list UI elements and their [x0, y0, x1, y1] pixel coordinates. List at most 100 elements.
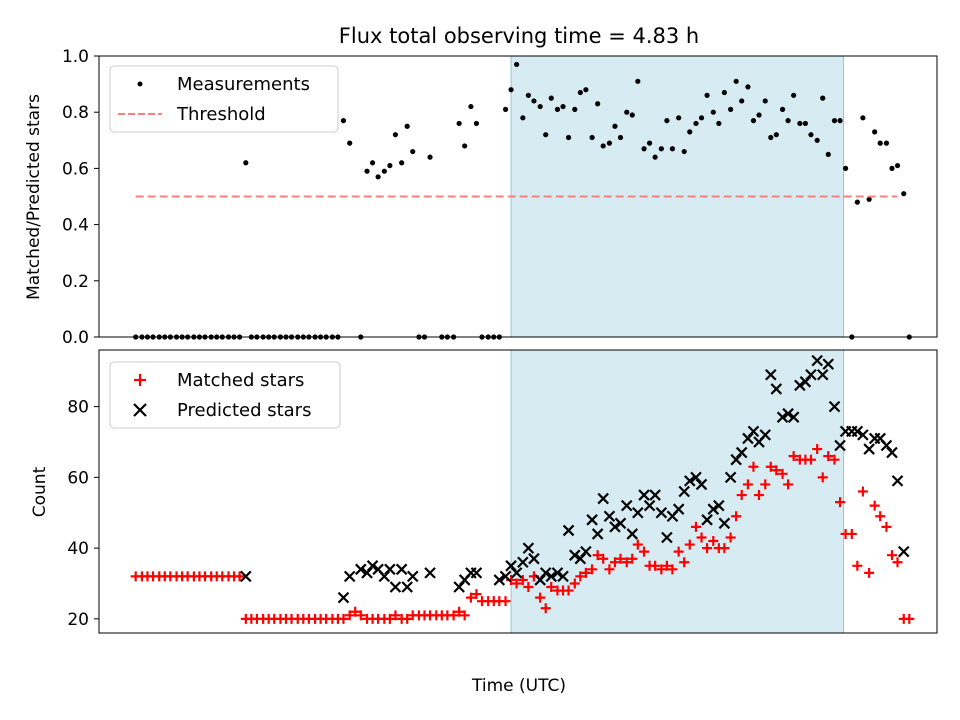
predicted-stars-point — [355, 563, 367, 576]
predicted-stars-point — [499, 570, 512, 583]
measurement-point — [410, 148, 416, 155]
measurement-point — [525, 92, 531, 98]
legend-predicted-marker — [133, 403, 147, 417]
predicted-stars-point — [828, 400, 841, 413]
measurement-point — [664, 118, 670, 124]
matched-stars-point — [771, 465, 782, 476]
matched-stars-point — [667, 564, 678, 575]
legend-predicted-label: Predicted stars — [177, 400, 311, 421]
measurement-point — [733, 78, 739, 84]
matched-stars-point — [569, 578, 580, 589]
measurement-point — [502, 106, 509, 112]
matched-stars-point — [748, 461, 759, 472]
measurement-point — [473, 120, 480, 127]
predicted-stars-point — [782, 407, 794, 420]
measurement-point — [842, 165, 849, 171]
measurement-point — [831, 118, 838, 124]
matched-stars-point — [511, 578, 522, 589]
predicted-stars-point — [569, 549, 581, 561]
matched-stars-point — [904, 613, 915, 624]
matched-stars-point — [350, 606, 361, 617]
measurement-point — [889, 165, 895, 171]
measurement-point — [802, 120, 809, 127]
measurement-point — [548, 95, 554, 101]
measurement-point — [392, 132, 399, 138]
ratio-axes-frame — [98, 55, 938, 338]
matched-stars-point — [471, 589, 482, 600]
matched-stars-point — [783, 479, 794, 490]
matched-stars-point — [684, 539, 695, 550]
predicted-stars-point — [678, 485, 690, 498]
measurement-point — [894, 162, 901, 169]
matched-stars-point — [355, 610, 366, 621]
matched-stars-point — [604, 564, 615, 575]
matched-stars-point — [523, 582, 534, 593]
measurement-point — [572, 106, 578, 112]
measurement-point — [375, 174, 381, 180]
count-y-axis-label: Count — [30, 466, 50, 517]
matched-stars-point — [817, 472, 828, 483]
measurement-point — [404, 123, 410, 129]
matched-stars-point — [731, 511, 742, 522]
y-tick-label: 0.0 — [62, 328, 89, 348]
predicted-stars-point — [562, 524, 575, 537]
x-axis-label: Time (UTC) — [471, 676, 566, 696]
matched-stars-point — [702, 543, 713, 554]
measurement-point — [728, 106, 734, 112]
measurement-point — [537, 103, 543, 110]
y-tick-label: 40 — [67, 539, 89, 559]
predicted-stars-point — [240, 570, 252, 583]
measurement-point — [658, 146, 664, 152]
ratio-y-axis-label: Matched/Predicted stars — [24, 94, 44, 300]
predicted-stars-point — [366, 560, 379, 572]
predicted-stars-point — [695, 478, 708, 491]
predicted-stars-point — [406, 570, 419, 583]
predicted-stars-point — [735, 446, 748, 459]
measurement-point — [716, 120, 722, 127]
matched-stars-point — [875, 511, 886, 522]
measurement-point — [762, 98, 768, 104]
matched-stars-point — [805, 454, 816, 465]
predicted-stars-point — [539, 567, 552, 579]
predicted-stars-point — [557, 570, 569, 583]
predicted-stars-point — [649, 489, 661, 501]
matched-stars-point — [857, 486, 868, 497]
measurement-point — [872, 129, 878, 135]
matched-stars-point — [736, 490, 747, 501]
matched-stars-point — [465, 592, 476, 603]
predicted-stars-point — [857, 429, 869, 441]
predicted-stars-point — [707, 503, 720, 515]
measurement-point — [565, 134, 572, 141]
measurement-point — [883, 140, 890, 146]
measurement-point — [399, 160, 405, 166]
matched-stars-point — [708, 536, 719, 547]
matched-stars-point — [234, 571, 245, 582]
measurement-point — [721, 89, 727, 96]
matched-stars-point — [829, 454, 840, 465]
count-panel: 18:0020:0022:0000:0002:0004:00 20406080 … — [30, 349, 938, 634]
y-tick-label: 60 — [67, 468, 89, 488]
measurement-point — [808, 132, 814, 138]
count-axes-frame — [98, 349, 938, 634]
predicted-stars-point — [517, 556, 529, 569]
legend-measurements-marker — [137, 81, 143, 87]
matched-stars-point — [592, 550, 603, 561]
measurement-point — [624, 109, 630, 115]
measurement-point — [750, 118, 757, 124]
matched-stars-point — [546, 582, 557, 593]
predicted-stars-point — [510, 567, 523, 579]
matched-stars-point — [459, 610, 470, 621]
measurement-point — [554, 106, 561, 112]
matched-stars-point — [690, 521, 701, 532]
legend-threshold-label: Threshold — [176, 104, 266, 125]
matched-stars-point — [540, 603, 551, 614]
matched-stars-point — [563, 585, 574, 596]
measurement-point — [773, 132, 779, 138]
predicted-stars-point — [701, 514, 713, 526]
predicted-stars-point — [638, 489, 650, 501]
predicted-stars-point — [545, 570, 558, 583]
matched-stars-point — [886, 550, 897, 561]
predicted-stars-point — [395, 563, 408, 576]
matched-stars-point — [846, 528, 857, 539]
measurement-point — [687, 129, 693, 135]
